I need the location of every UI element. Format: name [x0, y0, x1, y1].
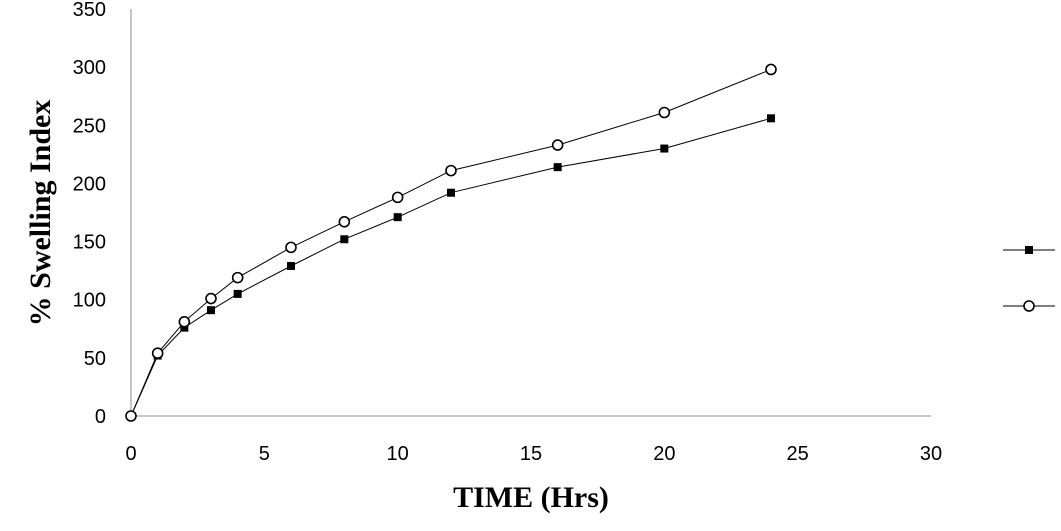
data-point-square: [207, 306, 215, 315]
y-tick-label: 150: [73, 232, 106, 254]
data-point-square: [340, 235, 349, 244]
x-tick-label: 0: [125, 443, 136, 465]
data-point-square: [553, 163, 562, 172]
legend: [1003, 246, 1055, 312]
y-tick-label: 250: [73, 115, 106, 137]
data-point-circle: [205, 292, 217, 305]
series-2: [125, 63, 777, 422]
data-point-circle: [658, 106, 671, 119]
x-tick-label: 30: [920, 443, 942, 465]
x-axis-title: TIME (Hrs): [453, 481, 609, 514]
data-point-circle: [231, 271, 244, 284]
data-point-circle: [765, 63, 777, 76]
series-1-line: [130, 117, 772, 417]
data-point-circle: [445, 164, 457, 177]
data-point-square: [287, 261, 295, 270]
x-tick-label: 5: [259, 443, 270, 465]
data-point-square: [393, 213, 402, 222]
x-tick-label: 10: [387, 443, 409, 465]
y-tick-label: 350: [73, 0, 106, 21]
data-point-square: [767, 114, 775, 123]
data-point-circle: [125, 410, 137, 422]
data-point-square: [447, 188, 455, 197]
data-point-circle: [391, 191, 404, 204]
data-point-circle: [178, 316, 191, 328]
x-tick-label: 20: [653, 443, 675, 465]
legend-entry-2: [1003, 300, 1055, 312]
series-2-line: [130, 69, 772, 417]
y-tick-label: 200: [73, 173, 106, 195]
data-point-square: [180, 323, 189, 332]
data-point-circle: [338, 216, 351, 228]
data-point-circle: [1023, 300, 1035, 312]
data-point-square: [1025, 246, 1033, 254]
data-point-circle: [151, 347, 164, 360]
data-point-circle: [285, 241, 297, 254]
legend-entry-1: [1003, 246, 1055, 254]
data-point-circle: [551, 139, 564, 151]
y-tick-label: 300: [73, 57, 106, 79]
y-tick-label: 50: [84, 348, 106, 370]
data-point-square: [660, 144, 669, 153]
x-tick-labels: 0 5 10 15 20 25 30: [125, 443, 942, 465]
y-axis-title: % Swelling Index: [24, 100, 57, 327]
x-tick-label: 15: [520, 443, 542, 465]
axes: [130, 9, 931, 417]
x-tick-label: 25: [787, 443, 809, 465]
y-tick-label: 0: [95, 406, 106, 428]
series-1: [127, 114, 775, 420]
y-tick-label: 100: [73, 290, 106, 312]
data-point-square: [233, 289, 242, 298]
series-layer: [125, 63, 777, 422]
y-tick-labels: 0 50 100 150 200 250 300 350: [73, 0, 106, 428]
